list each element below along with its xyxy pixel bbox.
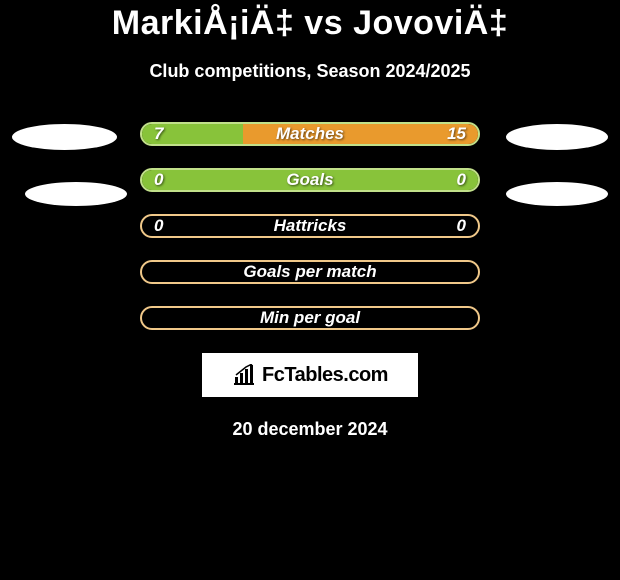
right-player-col [496, 122, 616, 206]
stat-bar-hattricks: 0 0 Hattricks [140, 214, 480, 238]
date-line: 20 december 2024 [232, 419, 387, 440]
stat-bar-goals: 0 0 Goals [140, 168, 480, 192]
logo-text: FcTables.com [262, 364, 388, 387]
stat-label: Matches [276, 124, 344, 144]
stats-col: 7 15 Matches 0 0 Goals 0 0 Hattricks Goals per ma… [140, 122, 480, 330]
stat-value-right: 15 [447, 124, 466, 144]
stat-value-left: 0 [154, 170, 163, 190]
stat-value-left: 7 [154, 124, 163, 144]
stat-label: Min per goal [260, 308, 360, 328]
subtitle: Club competitions, Season 2024/2025 [149, 61, 470, 82]
comparison-card: MarkiÅ¡iÄ‡ vs JovoviÄ‡ Club competitions… [0, 0, 620, 440]
bar-chart-icon [232, 364, 256, 386]
left-player-col [4, 122, 124, 206]
stat-label: Goals per match [243, 262, 376, 282]
stat-bar-matches: 7 15 Matches [140, 122, 480, 146]
stat-value-right: 0 [457, 170, 466, 190]
stat-bar-goals-per-match: Goals per match [140, 260, 480, 284]
page-title: MarkiÅ¡iÄ‡ vs JovoviÄ‡ [112, 4, 509, 43]
player-ellipse-right-0 [506, 124, 608, 150]
source-logo: FcTables.com [202, 353, 418, 397]
player-ellipse-left-1 [25, 182, 127, 206]
player-ellipse-left-0 [12, 124, 117, 150]
stat-label: Hattricks [274, 216, 347, 236]
stat-label: Goals [286, 170, 333, 190]
stat-bar-min-per-goal: Min per goal [140, 306, 480, 330]
stats-area: 7 15 Matches 0 0 Goals 0 0 Hattricks Goals per ma… [0, 122, 620, 330]
stat-value-left: 0 [154, 216, 163, 236]
stat-value-right: 0 [457, 216, 466, 236]
player-ellipse-right-1 [506, 182, 608, 206]
